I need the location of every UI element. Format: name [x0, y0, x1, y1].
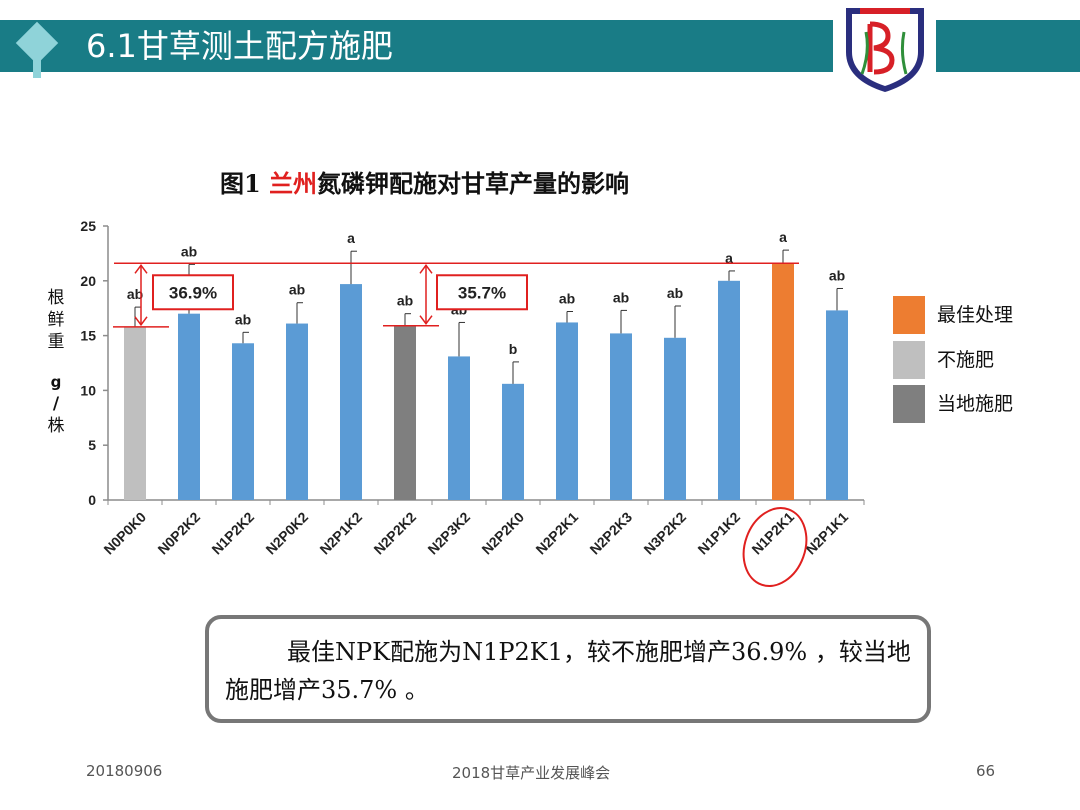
annotation-none-arrow-head [134, 264, 148, 274]
x-tick-label: N2P1K1 [802, 509, 851, 558]
significance-label: ab [829, 267, 845, 283]
bar [232, 343, 254, 500]
x-tick-label: N0P0K0 [100, 509, 149, 558]
legend-label-local: 当地施肥 [937, 393, 1014, 415]
legend-label-best: 最佳处理 [937, 304, 1014, 326]
annotation-local-arrow-head [419, 264, 433, 274]
legend-swatch-local [893, 385, 925, 423]
legend-swatch-none [893, 341, 925, 379]
bar [826, 310, 848, 500]
header-bar-right [936, 20, 1080, 72]
conclusion-text: 最佳NPK配施为N1P2K1，较不施肥增产36.9% ，较当地施肥增产35.7%… [225, 638, 911, 704]
x-tick-label: N2P0K2 [262, 509, 311, 558]
bar [664, 337, 686, 500]
footer-date: 20180906 [86, 762, 163, 780]
bar [502, 383, 524, 500]
annotation-none-box [152, 274, 234, 311]
x-tick-label: N1P2K2 [208, 509, 257, 558]
legend-swatch-best [893, 296, 925, 334]
significance-label: ab [289, 282, 305, 298]
bar [718, 280, 740, 500]
bar [448, 356, 470, 500]
y-tick-label: 25 [80, 218, 96, 234]
x-tick-label: N1P1K2 [694, 509, 743, 558]
y-tick-label: 15 [80, 328, 96, 344]
chart-title: 图1 兰州氮磷钾配施对甘草产量的影响 [220, 168, 629, 200]
bar [178, 313, 200, 500]
significance-label: ab [127, 286, 143, 302]
ylabel-char: 根 [47, 288, 65, 308]
chart-title-highlight: 兰州 [269, 169, 318, 198]
significance-label: a [347, 230, 355, 246]
university-logo [846, 8, 924, 92]
significance-label: b [509, 341, 518, 357]
legend-item-best: 最佳处理 [893, 296, 1033, 336]
y-tick-label: 0 [88, 492, 96, 508]
x-tick-label: N2P2K0 [478, 509, 527, 558]
significance-label: ab [613, 289, 629, 305]
x-tick-label: N0P2K2 [154, 509, 203, 558]
best-treatment-circle [742, 507, 808, 587]
bar [340, 284, 362, 500]
y-tick-label: 20 [80, 273, 96, 289]
slide-title: 6.1甘草测土配方施肥 [86, 27, 393, 65]
annotation-local-label: 35.7% [458, 283, 506, 302]
bar [556, 322, 578, 500]
bar [772, 263, 794, 500]
annotation-none-arrow-head [134, 316, 148, 327]
conclusion-callout: 最佳NPK配施为N1P2K1，较不施肥增产36.9% ，较当地施肥增产35.7%… [205, 615, 931, 723]
significance-label: a [725, 250, 733, 266]
significance-label: ab [397, 293, 413, 309]
x-tick-label: N3P2K2 [640, 509, 689, 558]
ylabel-char: 鲜 [47, 310, 65, 330]
bar [124, 326, 146, 500]
x-tick-label: N2P1K2 [316, 509, 365, 558]
significance-label: ab [235, 311, 251, 327]
chart-title-rest: 氮磷钾配施对甘草产量的影响 [317, 169, 630, 198]
ylabel-char: / [52, 394, 60, 414]
bar-chart: 0510152025abN0P0K0abN0P2K2abN1P2K2abN2P0… [80, 218, 865, 587]
annotation-none-label: 36.9% [169, 283, 217, 302]
x-tick-label: N1P2K1 [748, 509, 797, 558]
x-tick-label: N2P3K2 [424, 509, 473, 558]
significance-label: ab [181, 243, 197, 259]
y-tick-label: 10 [80, 382, 96, 398]
header-bar [0, 20, 833, 72]
significance-label: ab [667, 285, 683, 301]
x-tick-label: N2P2K3 [586, 509, 635, 558]
x-tick-label: N2P2K1 [532, 509, 581, 558]
y-axis-label: 根 鲜 重 g / 株 [44, 287, 68, 437]
bar [286, 323, 308, 500]
legend-label-none: 不施肥 [937, 349, 995, 371]
ylabel-char: 株 [47, 416, 65, 436]
ylabel-char: g [50, 373, 62, 391]
chart-title-prefix: 图1 [220, 169, 270, 198]
bar [394, 325, 416, 500]
legend-item-none: 不施肥 [893, 341, 1033, 381]
ylabel-char: 重 [47, 332, 65, 352]
x-tick-label: N2P2K2 [370, 509, 419, 558]
y-tick-label: 5 [88, 437, 96, 453]
annotation-local-arrow-head [419, 315, 433, 325]
footer-event: 2018甘草产业发展峰会 [452, 764, 611, 782]
significance-label: a [779, 229, 787, 245]
significance-label: ab [559, 290, 575, 306]
legend-item-local: 当地施肥 [893, 385, 1033, 425]
bar [610, 333, 632, 500]
diamond-stem [33, 60, 41, 78]
footer-page: 66 [976, 762, 996, 780]
annotation-local-box [436, 274, 528, 311]
